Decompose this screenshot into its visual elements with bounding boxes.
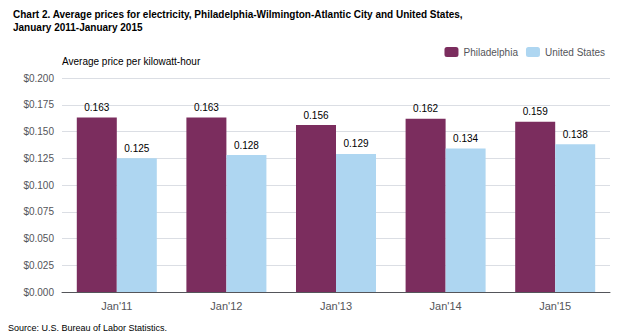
svg-text:Jan'12: Jan'12: [210, 300, 242, 312]
svg-text:January 2011-January 2015: January 2011-January 2015: [13, 22, 143, 33]
svg-text:0.163: 0.163: [84, 102, 109, 113]
svg-text:0.163: 0.163: [194, 102, 219, 113]
svg-text:0.134: 0.134: [453, 133, 478, 144]
svg-text:$0.000: $0.000: [23, 287, 54, 298]
svg-text:Jan'11: Jan'11: [101, 300, 132, 312]
svg-text:$0.150: $0.150: [23, 126, 54, 137]
svg-text:Jan'14: Jan'14: [430, 300, 462, 312]
svg-text:$0.025: $0.025: [23, 260, 54, 271]
svg-text:0.125: 0.125: [124, 143, 149, 154]
svg-text:$0.050: $0.050: [23, 233, 54, 244]
svg-text:Philadelphia: Philadelphia: [463, 47, 518, 58]
svg-text:0.128: 0.128: [234, 140, 259, 151]
svg-text:Source: U.S. Bureau of Labor S: Source: U.S. Bureau of Labor Statistics.: [8, 323, 167, 333]
svg-text:Chart 2. Average prices for el: Chart 2. Average prices for electricity,…: [13, 9, 463, 20]
svg-text:Jan'13: Jan'13: [320, 300, 352, 312]
svg-text:$0.075: $0.075: [23, 206, 54, 217]
svg-text:$0.175: $0.175: [23, 99, 54, 110]
svg-text:$0.100: $0.100: [23, 180, 54, 191]
svg-text:$0.125: $0.125: [23, 153, 54, 164]
svg-text:Average price per kilowatt-hou: Average price per kilowatt-hour: [62, 56, 201, 67]
svg-text:0.162: 0.162: [413, 103, 438, 114]
svg-text:$0.200: $0.200: [23, 73, 54, 84]
svg-text:0.156: 0.156: [303, 110, 328, 121]
svg-text:Jan'15: Jan'15: [539, 300, 571, 312]
svg-text:United States: United States: [545, 47, 605, 58]
svg-text:0.129: 0.129: [343, 138, 368, 149]
svg-text:0.138: 0.138: [563, 129, 588, 140]
svg-text:0.159: 0.159: [523, 106, 548, 117]
